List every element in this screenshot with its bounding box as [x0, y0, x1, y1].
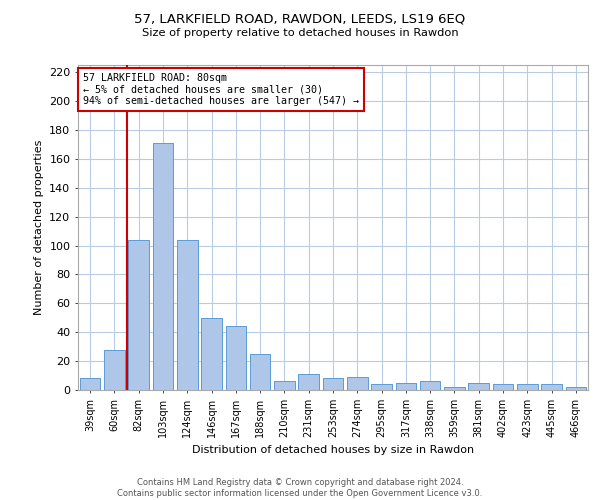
Text: 57, LARKFIELD ROAD, RAWDON, LEEDS, LS19 6EQ: 57, LARKFIELD ROAD, RAWDON, LEEDS, LS19 …: [134, 12, 466, 26]
Bar: [420, 382, 440, 390]
Bar: [371, 384, 392, 390]
X-axis label: Distribution of detached houses by size in Rawdon: Distribution of detached houses by size …: [192, 446, 474, 456]
Bar: [298, 374, 319, 390]
Bar: [226, 326, 246, 390]
Bar: [541, 384, 562, 390]
Text: Contains HM Land Registry data © Crown copyright and database right 2024.
Contai: Contains HM Land Registry data © Crown c…: [118, 478, 482, 498]
Bar: [152, 143, 173, 390]
Y-axis label: Number of detached properties: Number of detached properties: [34, 140, 44, 315]
Bar: [347, 377, 368, 390]
Bar: [274, 382, 295, 390]
Text: Size of property relative to detached houses in Rawdon: Size of property relative to detached ho…: [142, 28, 458, 38]
Bar: [566, 387, 586, 390]
Bar: [517, 384, 538, 390]
Bar: [177, 240, 197, 390]
Bar: [493, 384, 514, 390]
Bar: [395, 383, 416, 390]
Bar: [201, 318, 222, 390]
Bar: [323, 378, 343, 390]
Bar: [104, 350, 125, 390]
Bar: [128, 240, 149, 390]
Bar: [250, 354, 271, 390]
Bar: [444, 387, 465, 390]
Bar: [469, 383, 489, 390]
Text: 57 LARKFIELD ROAD: 80sqm
← 5% of detached houses are smaller (30)
94% of semi-de: 57 LARKFIELD ROAD: 80sqm ← 5% of detache…: [83, 73, 359, 106]
Bar: [80, 378, 100, 390]
